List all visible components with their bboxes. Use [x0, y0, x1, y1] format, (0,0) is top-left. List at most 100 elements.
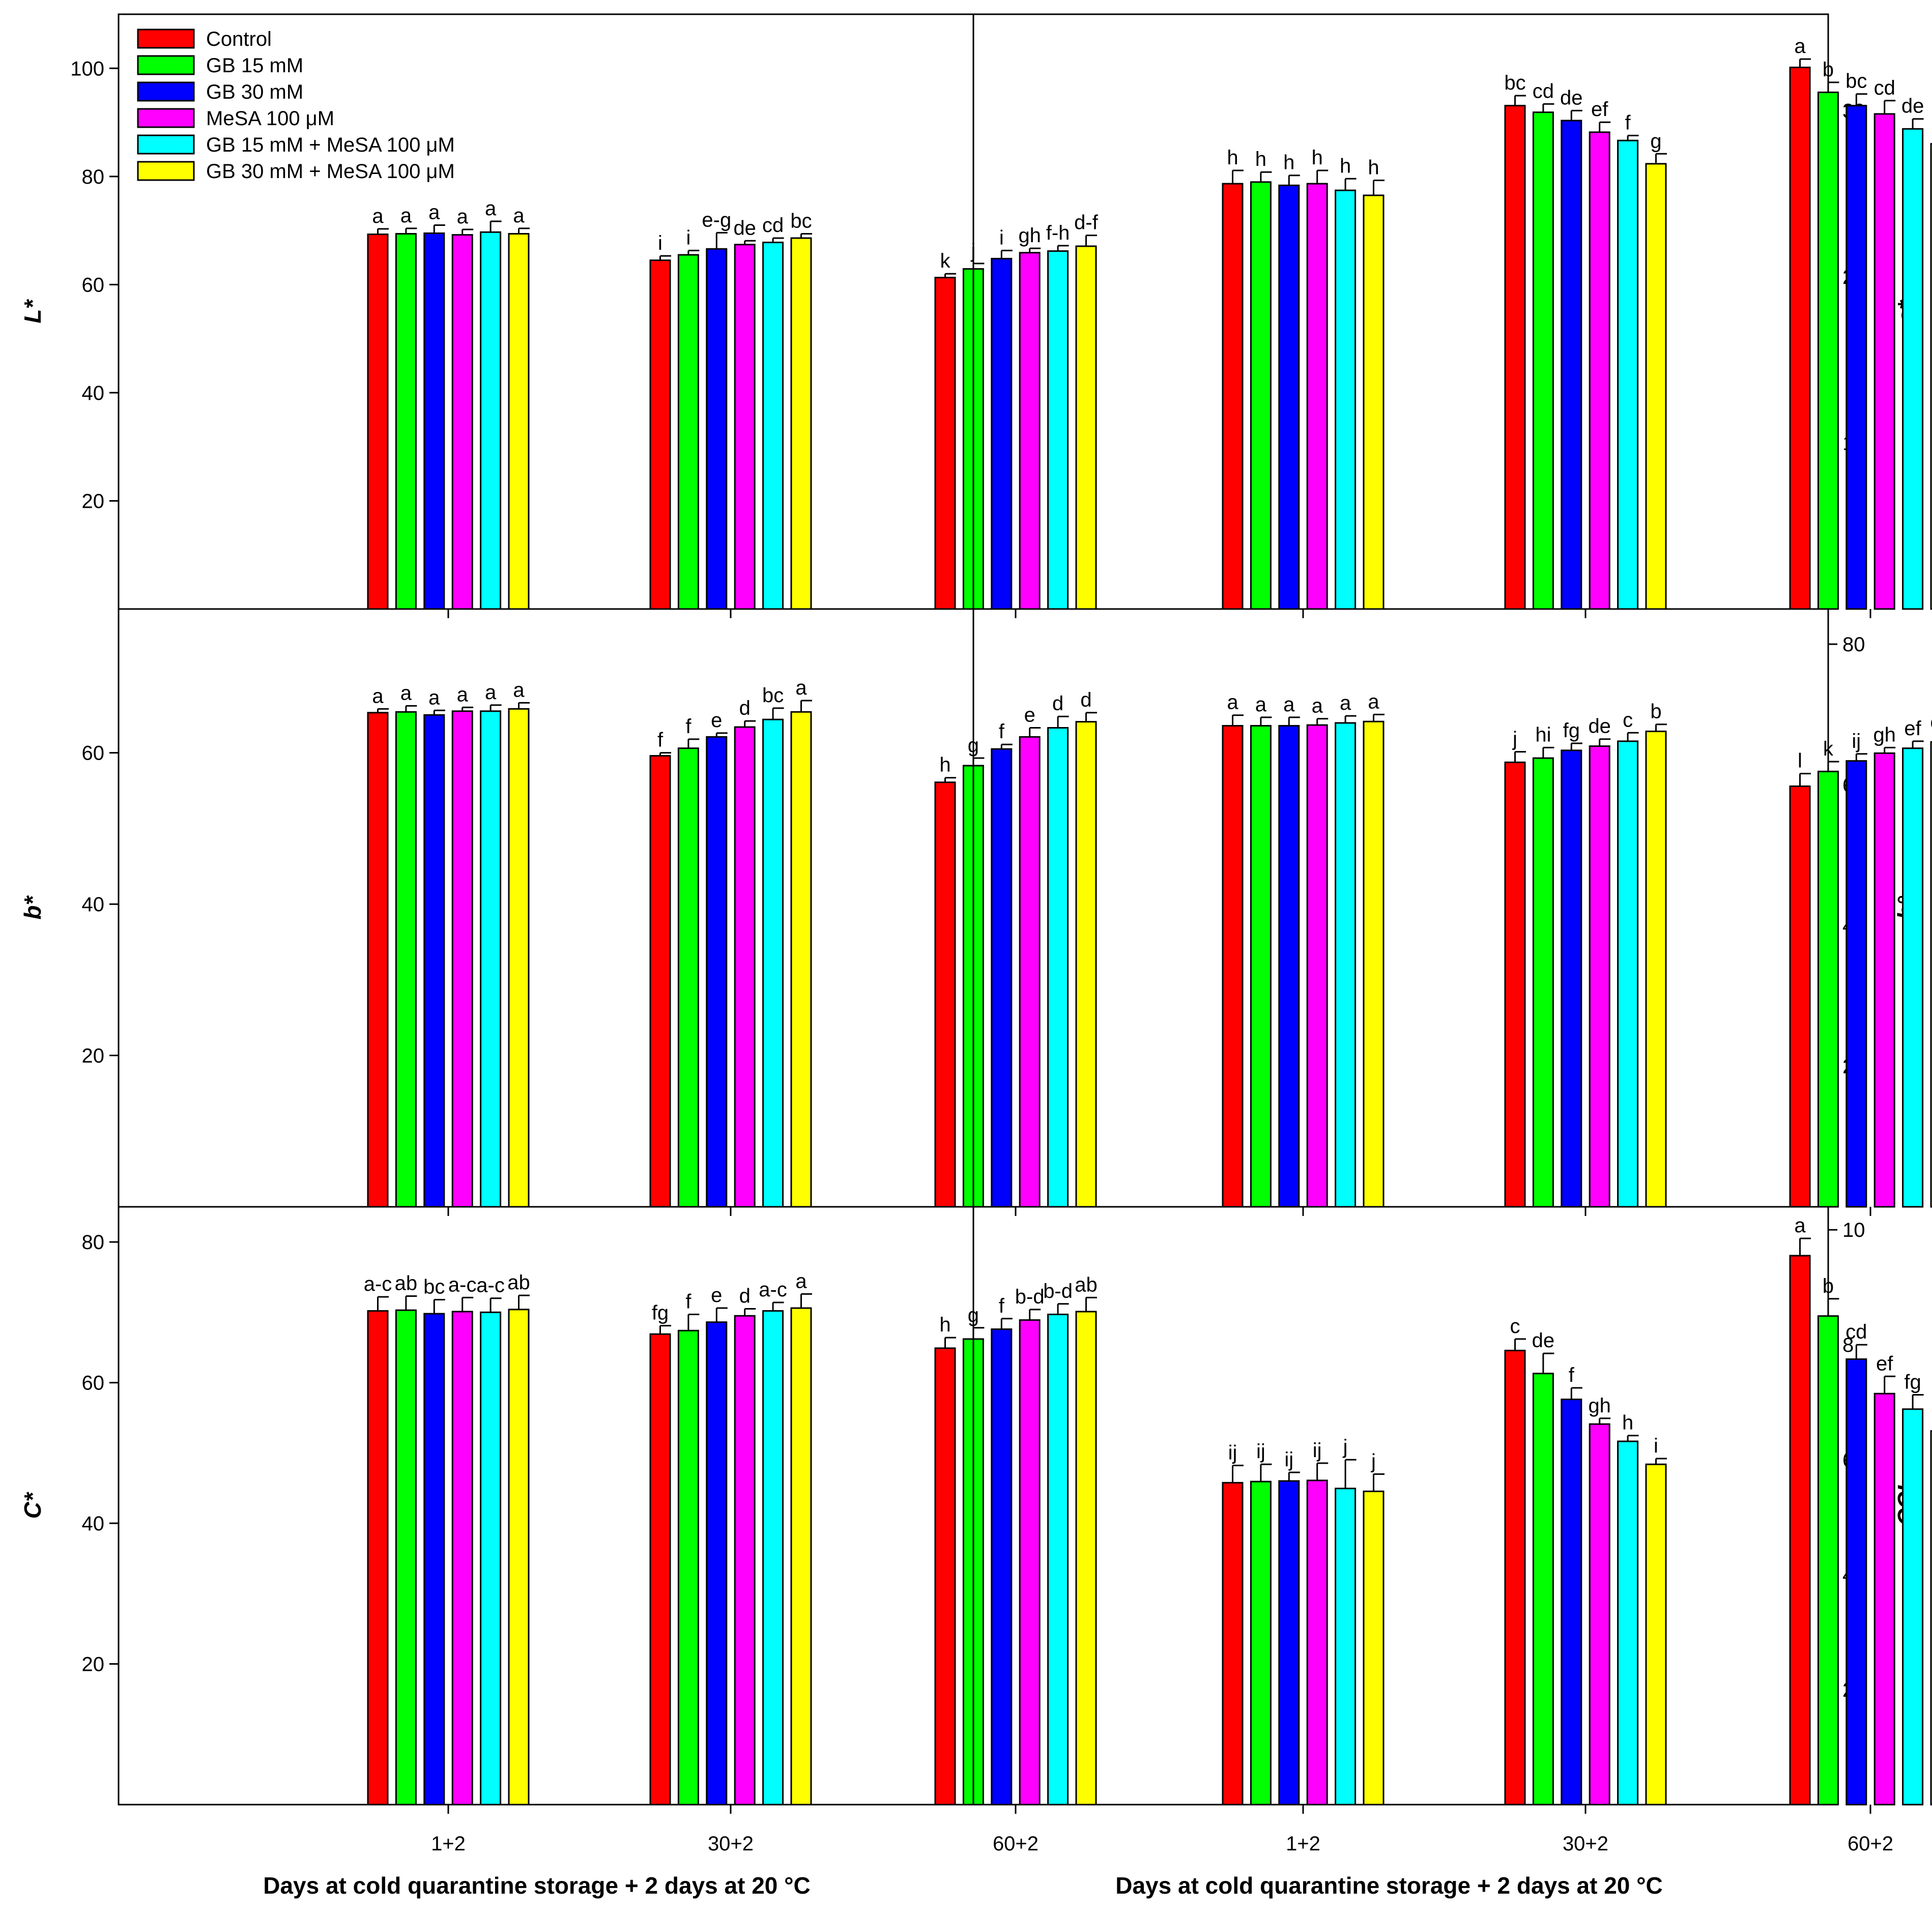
x-tick-label: 60+2: [1848, 1833, 1893, 1855]
y-tick-label: 20: [82, 1654, 105, 1676]
legend-label: GB 15 mM: [206, 54, 303, 77]
x-axis-label-left: Days at cold quarantine storage + 2 days…: [263, 1872, 811, 1899]
bar: [649, 1333, 671, 1806]
significance-letter: i: [1654, 1435, 1658, 1457]
bar: [480, 231, 502, 610]
bar: [1617, 740, 1639, 1208]
y-axis-label: C*: [19, 1492, 46, 1519]
bar: [677, 1329, 699, 1806]
significance-letter: d: [1052, 692, 1063, 715]
y-tick-label: 10: [1842, 1219, 1865, 1241]
bar: [677, 747, 699, 1208]
bar: [1278, 724, 1300, 1208]
bar: [649, 259, 671, 610]
significance-letter: ef: [1876, 1352, 1893, 1375]
legend-item: GB 15 mM: [137, 54, 303, 77]
bar: [1278, 184, 1300, 610]
significance-letter: j: [1512, 728, 1517, 750]
significance-letter: a: [457, 206, 469, 228]
bar: [1306, 724, 1328, 1208]
bar: [1222, 724, 1244, 1208]
x-tick-label: 30+2: [708, 1833, 754, 1855]
bar: [451, 710, 473, 1208]
y-tick-label: 20: [82, 490, 105, 512]
bar: [1335, 722, 1357, 1208]
significance-letter: i: [686, 226, 690, 249]
significance-letter: a: [428, 201, 440, 223]
significance-letter: c: [1510, 1315, 1520, 1338]
significance-letter: a: [795, 1270, 807, 1292]
panel-h: 20406080h°ajlahikafgijadeghacefabcd: [972, 608, 1932, 1216]
legend: Control GB 15 mM GB 30 mM MeSA 100 μM GB 15 …: [137, 28, 455, 183]
significance-letter: k: [1823, 738, 1834, 760]
bar: [991, 1328, 1013, 1806]
y-axis-label: L*: [19, 299, 46, 323]
bar: [395, 233, 417, 610]
bar: [1075, 245, 1097, 610]
significance-letter: a: [1283, 693, 1295, 716]
bar: [508, 708, 530, 1208]
y-tick-label: 80: [82, 166, 105, 188]
bar: [1250, 1481, 1272, 1806]
legend-swatch: [137, 134, 195, 155]
x-tick-label: 30+2: [1563, 1833, 1608, 1855]
bar: [1019, 1319, 1041, 1806]
legend-item: GB 15 mM + MeSA 100 μM: [137, 134, 455, 156]
bar: [1532, 111, 1554, 610]
bar: [1617, 139, 1639, 610]
significance-letter: de: [1588, 715, 1611, 738]
significance-letter: ab: [507, 1271, 530, 1294]
bar: [1846, 105, 1867, 610]
significance-letter: d: [1080, 689, 1091, 711]
legend-item: MeSA 100 μM: [137, 107, 334, 130]
significance-letter: a: [513, 679, 525, 701]
significance-letter: h: [1340, 155, 1351, 177]
bar: [706, 248, 728, 610]
bar: [649, 755, 671, 1208]
significance-letter: i: [999, 226, 1004, 249]
bar: [367, 712, 389, 1208]
significance-letter: d-f: [1074, 212, 1099, 234]
significance-letter: a: [400, 682, 412, 704]
bar: [451, 234, 473, 610]
significance-letter: gh: [1588, 1395, 1611, 1417]
y-tick-label: 8: [1842, 1334, 1854, 1356]
bar: [1589, 131, 1610, 610]
bar: [790, 1307, 812, 1806]
panel-a: 102030a*hbcahcdbhdebchefcdhfdehgf: [972, 13, 1932, 618]
bar: [1789, 1255, 1811, 1806]
significance-letter: fg: [652, 1302, 669, 1324]
y-tick-label: 20: [82, 1045, 105, 1067]
bar: [1504, 761, 1526, 1208]
significance-letter: f: [999, 1295, 1005, 1317]
significance-letter: f: [685, 1291, 691, 1313]
bar: [508, 233, 530, 610]
significance-letter: a: [1794, 1214, 1806, 1237]
significance-letter: cd: [1533, 80, 1554, 102]
bar: [1047, 250, 1069, 610]
legend-item: GB 30 mM: [137, 81, 303, 103]
significance-letter: j: [1371, 1450, 1376, 1472]
significance-letter: h: [1283, 152, 1294, 174]
significance-letter: f: [685, 715, 691, 738]
significance-letter: de: [1560, 86, 1583, 109]
significance-letter: a: [372, 205, 384, 227]
bar: [367, 1310, 389, 1806]
bar: [762, 1310, 784, 1806]
significance-letter: a: [513, 205, 525, 227]
significance-letter: h: [1227, 147, 1238, 169]
significance-letter: de: [1532, 1329, 1555, 1352]
significance-letter: ef: [1591, 98, 1608, 121]
legend-swatch: [137, 161, 195, 181]
bar: [934, 277, 956, 610]
bar: [1817, 91, 1839, 610]
bar: [1222, 1482, 1244, 1806]
bar: [367, 234, 389, 610]
legend-swatch: [137, 81, 195, 102]
significance-letter: e: [1024, 704, 1035, 727]
significance-letter: g: [1650, 130, 1661, 152]
significance-letter: cd: [1846, 1321, 1867, 1343]
significance-letter: a: [457, 683, 469, 706]
